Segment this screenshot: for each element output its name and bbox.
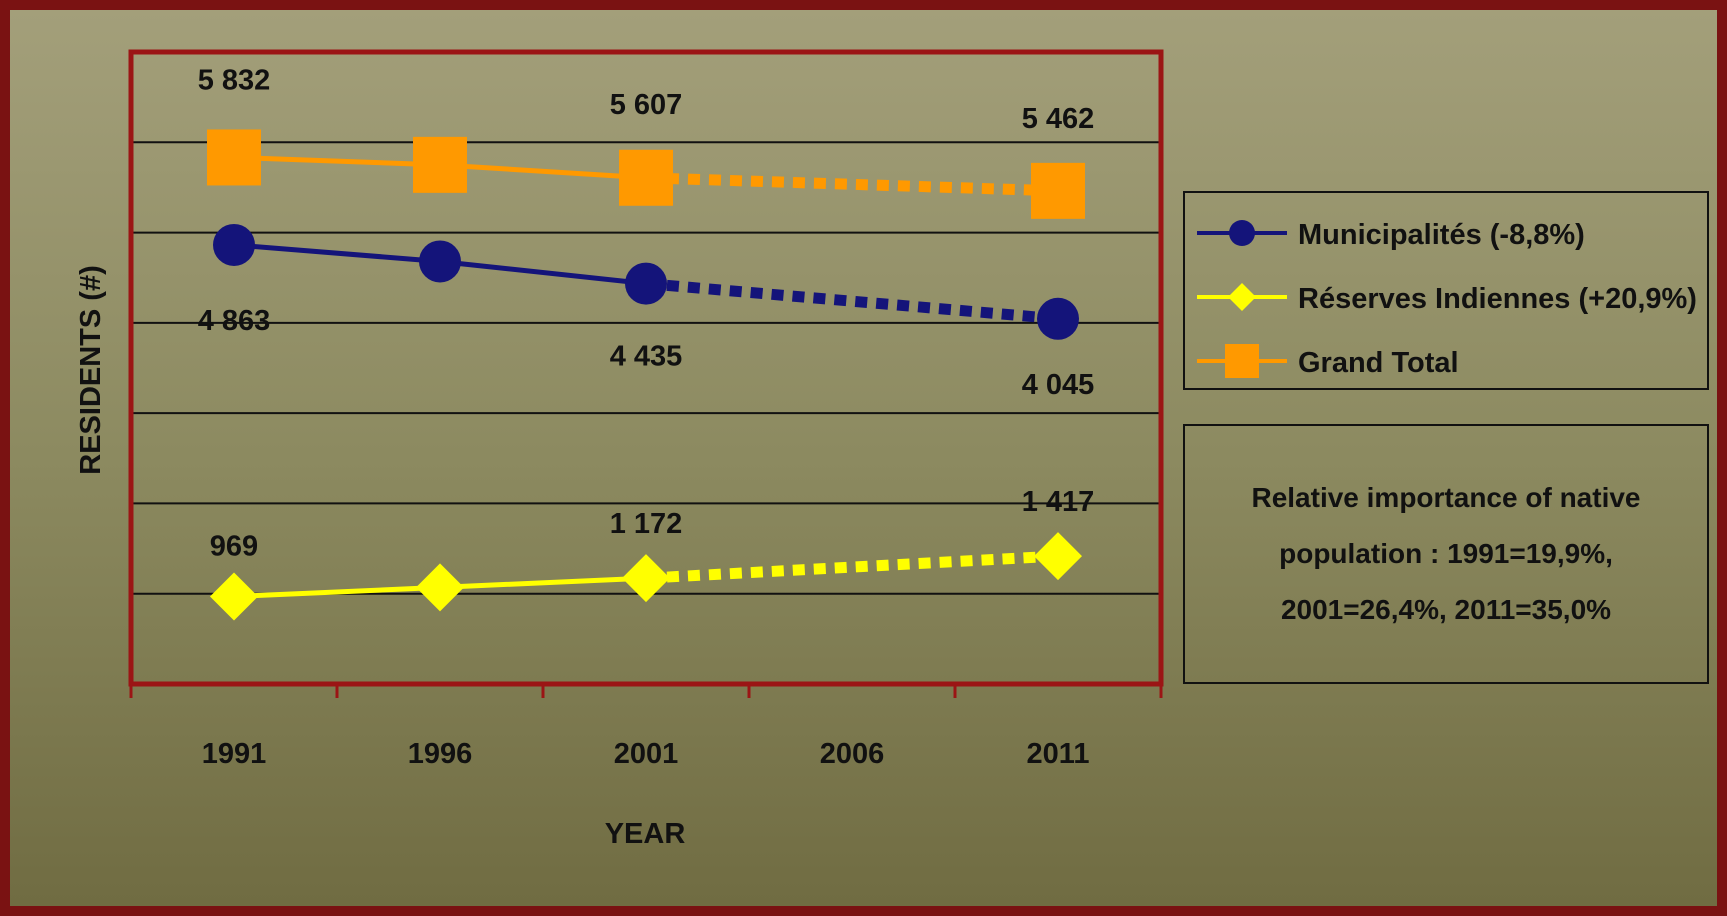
data-label-reserves-2001: 1 172	[610, 508, 683, 540]
legend: Municipalités (-8,8%) Réserves Indiennes…	[1183, 191, 1709, 390]
series-markers	[207, 129, 1085, 621]
point-grand-total-1996	[413, 136, 467, 193]
point-grand-total-2001	[619, 149, 673, 206]
legend-swatch-reserves	[1197, 283, 1287, 311]
x-tick-label-2011: 2011	[1027, 738, 1090, 770]
x-tick-label-1996: 1996	[408, 738, 473, 770]
point-grand-total-1991	[207, 129, 261, 186]
legend-label-grand-total: Grand Total	[1298, 347, 1459, 379]
x-axis-label: YEAR	[605, 818, 686, 850]
point-reserves-1991	[210, 572, 258, 621]
point-reserves-1996	[416, 563, 464, 612]
plot-area-border	[128, 49, 1164, 687]
data-label-reserves-2011: 1 417	[1022, 486, 1095, 518]
data-label-grand-total-1991: 5 832	[198, 64, 271, 96]
data-label-grand-total-2001: 5 607	[610, 89, 683, 121]
legend-swatch-grand-total	[1197, 344, 1287, 378]
x-tick-label-2006: 2006	[820, 738, 885, 770]
point-municipalites-1996	[419, 240, 461, 283]
point-reserves-2011	[1034, 532, 1082, 581]
data-label-municipalites-1991: 4 863	[198, 305, 271, 337]
annotation-box: Relative importance of native population…	[1183, 424, 1709, 684]
point-labels: 4 863 4 435 4 045 969 1 172 1 417 5 832 5 607 5 …	[198, 64, 1095, 562]
x-axis: 1991 1996 2001 2006 2011	[129, 684, 1163, 770]
series-line-dashed-reserves	[645, 550, 1059, 584]
legend-swatch-municipalites	[1197, 220, 1287, 246]
data-label-municipalites-2001: 4 435	[610, 341, 683, 373]
x-tick-label-2001: 2001	[614, 738, 679, 770]
point-municipalites-2011	[1037, 297, 1079, 340]
series-line-dashed-municipalites	[645, 278, 1059, 325]
legend-label-municipalites: Municipalités (-8,8%)	[1298, 219, 1585, 251]
point-grand-total-2011	[1031, 162, 1085, 219]
series-line-dashed-grand-total	[645, 172, 1059, 197]
data-label-reserves-1991: 969	[210, 531, 258, 563]
legend-item-grand-total: Grand Total	[1185, 341, 1707, 381]
x-tick-label-1991: 1991	[202, 738, 267, 770]
legend-item-municipalites: Municipalités (-8,8%)	[1185, 213, 1707, 253]
point-reserves-2001	[622, 554, 670, 603]
point-municipalites-2001	[625, 262, 667, 305]
data-label-grand-total-2011: 5 462	[1022, 103, 1095, 135]
legend-label-reserves: Réserves Indiennes (+20,9%)	[1298, 283, 1697, 315]
data-label-municipalites-2011: 4 045	[1022, 369, 1095, 401]
point-municipalites-1991	[213, 223, 255, 266]
y-axis-label: RESIDENTS (#)	[75, 265, 107, 474]
legend-item-reserves: Réserves Indiennes (+20,9%)	[1185, 277, 1707, 317]
annotation-text: Relative importance of native population…	[1251, 482, 1641, 625]
